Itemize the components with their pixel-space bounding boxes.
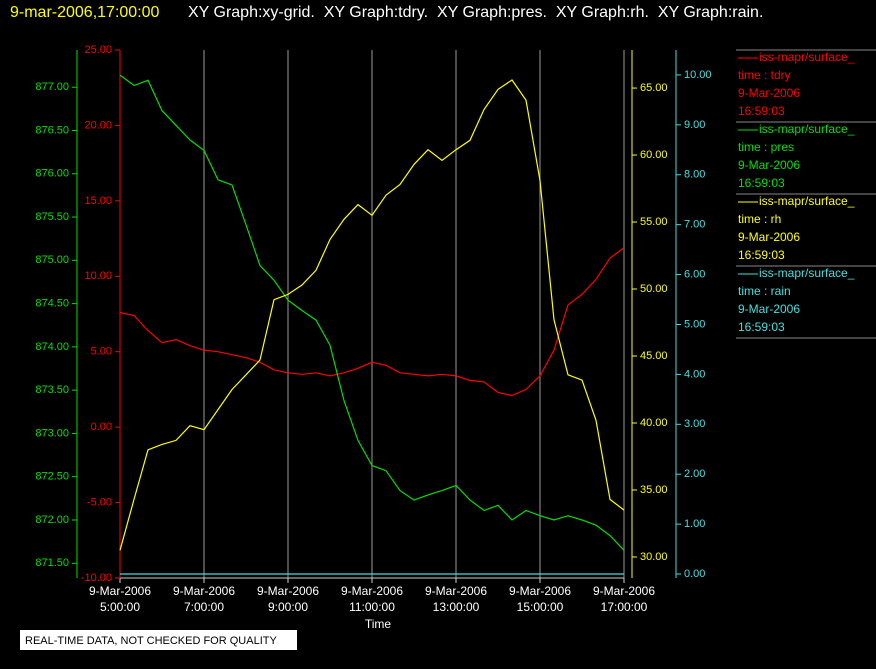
y-tick-label: 872.50 xyxy=(35,471,69,483)
notice-box xyxy=(20,630,297,650)
series-line xyxy=(119,79,625,551)
y-tick-label: 876.50 xyxy=(35,124,69,136)
x-tick-label: 9-Mar-2006 xyxy=(593,584,655,598)
legend-time: 16:59:03 xyxy=(738,104,785,118)
legend-time: 16:59:03 xyxy=(738,320,785,334)
y-tick-label: 10.00 xyxy=(684,69,712,81)
legend-time: 16:59:03 xyxy=(738,176,785,190)
y-tick-label: 6.00 xyxy=(684,268,705,280)
legend-date: 9-Mar-2006 xyxy=(738,302,800,316)
y-tick-label: 0.00 xyxy=(684,568,705,580)
y-tick-label: 873.00 xyxy=(35,427,69,439)
y-tick-label: 9.00 xyxy=(684,119,705,131)
y-tick-label: 15.00 xyxy=(84,195,112,207)
x-tick-label: 17:00:00 xyxy=(601,600,648,614)
y-tick-label: 25.00 xyxy=(84,44,112,56)
y-tick-label: 0.00 xyxy=(91,421,112,433)
y-tick-label: 40.00 xyxy=(640,417,668,429)
y-tick-label: 60.00 xyxy=(640,149,668,161)
legend-date: 9-Mar-2006 xyxy=(738,230,800,244)
x-tick-label: 5:00:00 xyxy=(100,600,140,614)
y-tick-label: 30.00 xyxy=(640,551,668,563)
y-tick-label: 1.00 xyxy=(684,518,705,530)
y-tick-label: 872.00 xyxy=(35,514,69,526)
x-tick-label: 15:00:00 xyxy=(517,600,564,614)
y-tick-label: 8.00 xyxy=(684,169,705,181)
x-tick-label: 9-Mar-2006 xyxy=(173,584,235,598)
legend-date: 9-Mar-2006 xyxy=(738,158,800,172)
y-tick-label: 45.00 xyxy=(640,350,668,362)
y-tick-label: 873.50 xyxy=(35,384,69,396)
series-line xyxy=(119,74,625,551)
y-tick-label: 5.00 xyxy=(684,318,705,330)
y-tick-label: 3.00 xyxy=(684,418,705,430)
y-tick-label: -5.00 xyxy=(87,496,112,508)
x-tick-label: 9-Mar-2006 xyxy=(341,584,403,598)
x-tick-label: 9-Mar-2006 xyxy=(509,584,571,598)
legend-label: time : pres xyxy=(738,140,794,154)
y-tick-label: 65.00 xyxy=(640,82,668,94)
x-axis-label: Time xyxy=(365,617,392,631)
legend-label: time : tdry xyxy=(738,68,791,82)
y-tick-label: 55.00 xyxy=(640,216,668,228)
y-tick-label: 874.00 xyxy=(35,341,69,353)
y-tick-label: 4.00 xyxy=(684,368,705,380)
legend-source: iss-mapr/surface_ xyxy=(759,194,855,208)
notice: REAL-TIME DATA, NOT CHECKED FOR QUALITY xyxy=(25,635,277,647)
y-tick-label: 874.50 xyxy=(35,298,69,310)
legend-time: 16:59:03 xyxy=(738,248,785,262)
y-tick-label: 50.00 xyxy=(640,283,668,295)
y-tick-label: 876.00 xyxy=(35,168,69,180)
x-tick-label: 9-Mar-2006 xyxy=(425,584,487,598)
title-time: 9-mar-2006,17:00:00 xyxy=(10,4,160,21)
y-tick-label: 20.00 xyxy=(84,119,112,131)
legend-source: iss-mapr/surface_ xyxy=(759,122,855,136)
x-tick-label: 9-Mar-2006 xyxy=(89,584,151,598)
y-tick-label: 875.00 xyxy=(35,254,69,266)
legend-source: iss-mapr/surface_ xyxy=(759,266,855,280)
chart-title: XY Graph:xy-grid. XY Graph:tdry. XY Grap… xyxy=(188,4,763,21)
y-tick-label: -10.00 xyxy=(81,572,112,584)
y-tick-label: 2.00 xyxy=(684,468,705,480)
series-line xyxy=(119,247,625,397)
legend-source: iss-mapr/surface_ xyxy=(759,50,855,64)
x-tick-label: 13:00:00 xyxy=(433,600,480,614)
y-tick-label: 10.00 xyxy=(84,270,112,282)
legend-label: time : rh xyxy=(738,212,781,226)
y-tick-label: 877.00 xyxy=(35,81,69,93)
legend-date: 9-Mar-2006 xyxy=(738,86,800,100)
x-tick-label: 9-Mar-2006 xyxy=(257,584,319,598)
y-tick-label: 7.00 xyxy=(684,219,705,231)
x-tick-label: 11:00:00 xyxy=(349,600,395,614)
y-tick-label: 5.00 xyxy=(91,346,112,358)
legend-label: time : rain xyxy=(738,284,791,298)
x-tick-label: 9:00:00 xyxy=(268,600,308,614)
y-tick-label: 35.00 xyxy=(640,484,668,496)
y-tick-label: 875.50 xyxy=(35,211,69,223)
x-tick-label: 7:00:00 xyxy=(184,600,224,614)
y-tick-label: 871.50 xyxy=(35,557,69,569)
